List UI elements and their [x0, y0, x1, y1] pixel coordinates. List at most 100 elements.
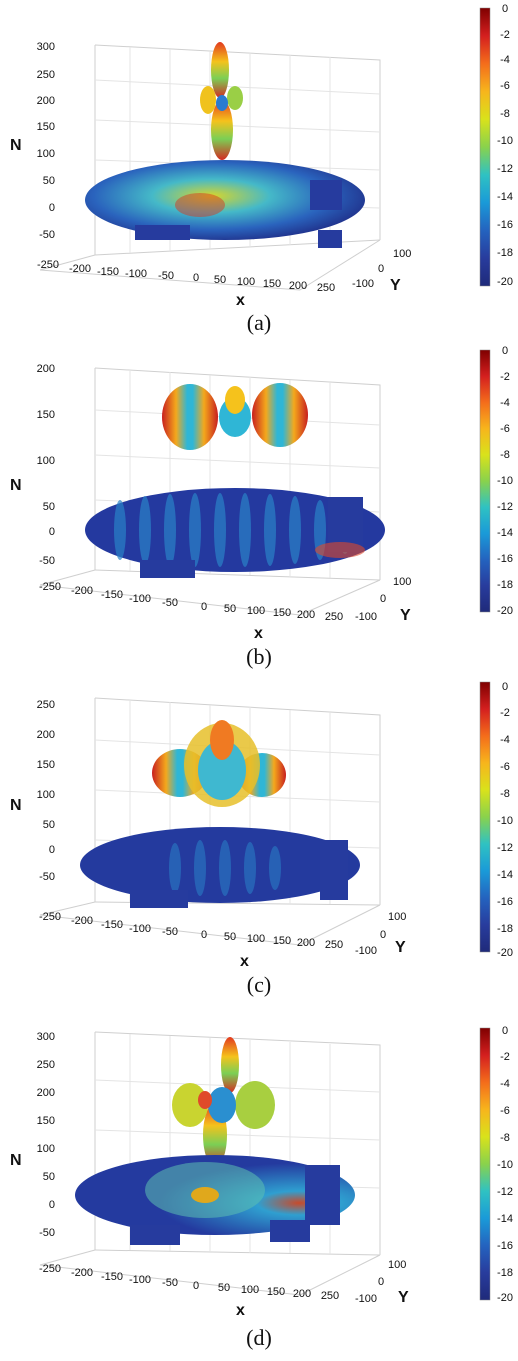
colorbar-tick: -10 [497, 135, 513, 147]
x-tick: -200 [71, 585, 93, 597]
radiation-pattern [162, 383, 308, 450]
colorbar-ticks: 0 -2 -4 -6 -8 -10 -12 -14 -16 -18 -20 [497, 345, 513, 617]
colorbar-tick: -12 [497, 842, 513, 854]
colorbar-tick: -20 [497, 1292, 513, 1304]
colorbar-tick: -6 [500, 761, 510, 773]
x-tick: -250 [39, 1263, 61, 1275]
z-tick: 250 [37, 699, 55, 711]
colorbar-tick: -14 [497, 1213, 513, 1225]
x-axis-ticks: -250 -200 -150 -100 -50 0 50 100 150 200… [39, 911, 343, 951]
x-tick: 100 [247, 933, 265, 945]
x-tick: 200 [297, 937, 315, 949]
x-tick: 250 [321, 1290, 339, 1302]
z-tick: 0 [49, 526, 55, 538]
x-tick: 100 [241, 1284, 259, 1296]
colorbar-ticks: 0 -2 -4 -6 -8 -10 -12 -14 -16 -18 -20 [497, 681, 513, 959]
z-axis-label: N [10, 797, 22, 814]
x-tick: 50 [224, 603, 236, 615]
z-tick: -50 [39, 229, 55, 241]
colorbar-tick: -4 [500, 54, 510, 66]
colorbar-tick: -8 [500, 1132, 510, 1144]
colorbar-tick: -8 [500, 788, 510, 800]
colorbar-tick: -6 [500, 80, 510, 92]
z-axis-ticks: 300 250 200 150 100 50 0 -50 [37, 41, 55, 241]
colorbar-ticks: 0 -2 -4 -6 -8 -10 -12 -14 -16 -18 -20 [497, 1025, 513, 1304]
x-tick: -100 [129, 923, 151, 935]
z-tick: 50 [43, 819, 55, 831]
z-axis-ticks: 250 200 150 100 50 0 -50 [37, 699, 55, 883]
y-tick: -100 [352, 278, 374, 290]
z-tick: -50 [39, 555, 55, 567]
x-tick: -150 [97, 266, 119, 278]
radiation-pattern [172, 1037, 275, 1167]
x-tick: 250 [325, 939, 343, 951]
colorbar-tick: -12 [497, 163, 513, 175]
colorbar [479, 1027, 491, 1301]
x-axis-label: x [236, 1302, 245, 1319]
x-tick: 0 [201, 601, 207, 613]
z-tick: 150 [37, 1115, 55, 1127]
z-axis-label: N [10, 1152, 22, 1169]
x-tick: -200 [69, 263, 91, 275]
airship-hull [75, 1155, 355, 1245]
caption-a: (a) [246, 310, 272, 335]
x-tick: 0 [193, 272, 199, 284]
x-tick: -50 [158, 270, 174, 282]
colorbar-tick: -20 [497, 947, 513, 959]
x-tick: -150 [101, 919, 123, 931]
z-tick: 150 [37, 759, 55, 771]
colorbar-tick: -12 [497, 501, 513, 513]
y-tick: 0 [380, 593, 386, 605]
x-tick: 200 [289, 280, 307, 292]
y-tick: 100 [393, 576, 411, 588]
colorbar [479, 681, 491, 953]
z-tick: 50 [43, 175, 55, 187]
airship-hull [85, 160, 365, 248]
z-axis-ticks: 300 250 200 150 100 50 0 -50 [37, 1031, 55, 1239]
z-tick: 300 [37, 41, 55, 53]
x-axis-label: x [240, 953, 249, 970]
colorbar-tick: -18 [497, 1267, 513, 1279]
colorbar-tick: -6 [500, 423, 510, 435]
panel-d: 300 250 200 150 100 50 0 -50 N -250 -200… [0, 1020, 518, 1360]
colorbar [479, 349, 491, 613]
y-axis-ticks: 100 0 -100 [355, 576, 411, 623]
x-tick: -100 [125, 268, 147, 280]
x-tick: 200 [297, 609, 315, 621]
x-tick: -250 [39, 581, 61, 593]
z-tick: 200 [37, 1087, 55, 1099]
colorbar-tick: 0 [502, 345, 508, 357]
x-tick: 250 [317, 282, 335, 294]
colorbar-tick: -16 [497, 219, 513, 231]
x-tick: 150 [267, 1286, 285, 1298]
z-tick: 250 [37, 1059, 55, 1071]
colorbar-tick: -10 [497, 815, 513, 827]
z-axis-label: N [10, 477, 22, 494]
plot-c: 250 200 150 100 50 0 -50 N -250 -200 -15… [10, 681, 513, 970]
x-tick: -50 [162, 926, 178, 938]
plot-d: 300 250 200 150 100 50 0 -50 N -250 -200… [10, 1025, 513, 1319]
colorbar-tick: -14 [497, 869, 513, 881]
x-tick: -100 [129, 593, 151, 605]
y-tick: 0 [378, 263, 384, 275]
panel-a: 300 250 200 150 100 50 0 -50 N -250 -200… [0, 0, 518, 340]
colorbar-tick: 0 [502, 3, 508, 15]
x-tick: 150 [273, 607, 291, 619]
colorbar-tick: -20 [497, 276, 513, 288]
z-tick: 50 [43, 501, 55, 513]
x-tick: -150 [101, 589, 123, 601]
x-tick: 50 [224, 931, 236, 943]
colorbar-tick: -4 [500, 1078, 510, 1090]
colorbar-tick: -16 [497, 896, 513, 908]
colorbar-tick: -6 [500, 1105, 510, 1117]
colorbar-tick: -8 [500, 108, 510, 120]
z-tick: 200 [37, 363, 55, 375]
colorbar-tick: -8 [500, 449, 510, 461]
panel-b: 200 150 100 50 0 -50 N -250 -200 -150 -1… [0, 340, 518, 680]
x-tick: 250 [325, 611, 343, 623]
x-tick: -100 [129, 1274, 151, 1286]
z-tick: 200 [37, 729, 55, 741]
y-tick: -100 [355, 611, 377, 623]
x-tick: -150 [101, 1271, 123, 1283]
colorbar-tick: -16 [497, 1240, 513, 1252]
